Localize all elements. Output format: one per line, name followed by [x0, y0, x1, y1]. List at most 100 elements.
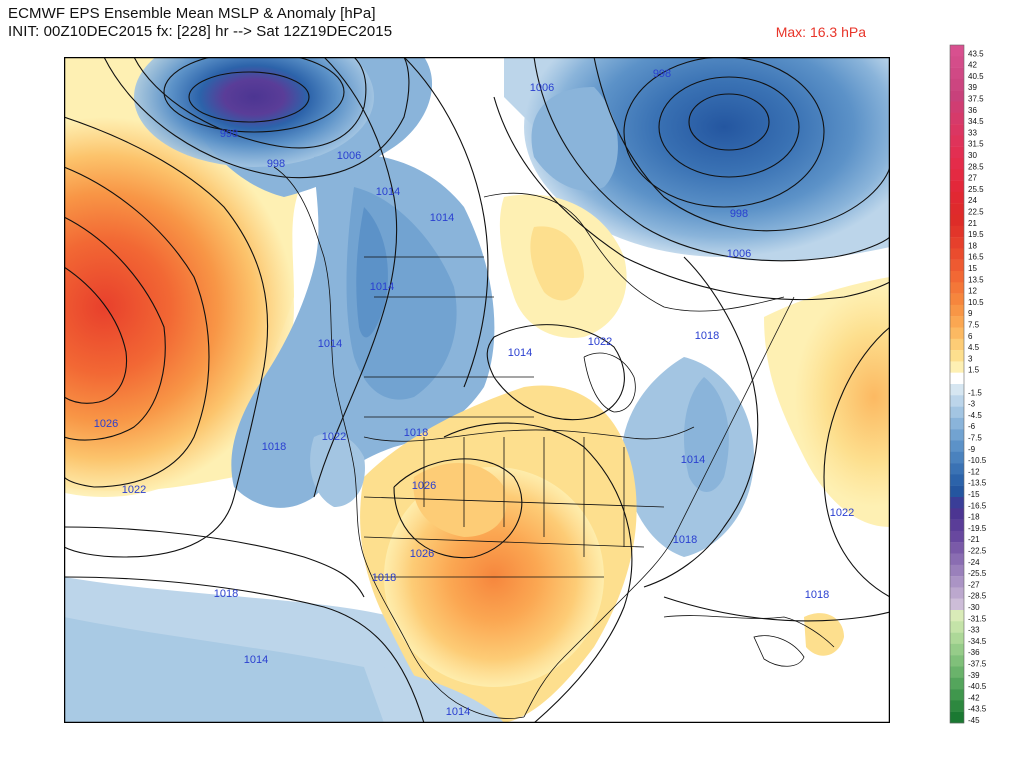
- isobar-label: 1014: [244, 654, 268, 666]
- legend-swatch: [950, 214, 964, 226]
- legend-tick-label: 15: [968, 264, 977, 273]
- legend-swatch: [950, 203, 964, 215]
- isobar-label: 1018: [372, 572, 396, 584]
- legend-tick-label: -39: [968, 671, 980, 680]
- legend-tick-label: 12: [968, 287, 977, 296]
- coastlines-borders: [273, 166, 835, 719]
- legend-tick-label: 18: [968, 241, 977, 250]
- legend-swatch: [950, 282, 964, 294]
- legend-swatch: [950, 689, 964, 701]
- legend-tick-label: -19.5: [968, 524, 987, 533]
- legend-swatch: [950, 395, 964, 407]
- legend-tick-label: 4.5: [968, 343, 980, 352]
- legend-tick-label: -45: [968, 716, 980, 725]
- legend-swatch: [950, 463, 964, 475]
- legend-swatch: [950, 112, 964, 125]
- legend-swatch: [950, 632, 964, 645]
- legend-swatch: [950, 316, 964, 328]
- max-anomaly-label: Max: 16.3 hPa: [775, 24, 866, 40]
- legend-tick-label: 22.5: [968, 208, 984, 217]
- legend-tick-label: 39: [968, 83, 977, 92]
- legend-swatch: [950, 700, 964, 712]
- legend-tick-label: 1.5: [968, 366, 980, 375]
- legend-tick-label: -24: [968, 558, 980, 567]
- legend-swatch: [950, 191, 964, 204]
- legend-swatch: [950, 564, 964, 577]
- legend-tick-label: 30: [968, 151, 977, 160]
- legend-swatch: [950, 169, 964, 181]
- legend-tick-label: -9: [968, 445, 976, 454]
- legend-tick-label: 19.5: [968, 230, 984, 239]
- isobar-label: 1018: [673, 534, 697, 546]
- legend-tick-label: -31.5: [968, 614, 987, 623]
- legend-swatch: [950, 146, 964, 159]
- legend-tick-label: -43.5: [968, 705, 987, 714]
- legend-tick-label: -4.5: [968, 411, 982, 420]
- isobar-label: 1014: [430, 212, 454, 224]
- isobar-label: 998: [267, 158, 285, 170]
- isobar-label: 1006: [530, 82, 554, 94]
- init-time-label: INIT: 00Z10DEC2015 fx: [228] hr --> Sat …: [8, 23, 393, 40]
- legend-swatch: [950, 259, 964, 272]
- legend-tick-label: -34.5: [968, 637, 987, 646]
- legend-swatch: [950, 304, 964, 317]
- legend-swatch: [950, 101, 964, 113]
- legend-tick-label: 16.5: [968, 253, 984, 262]
- legend-swatch: [950, 124, 964, 136]
- legend-swatch: [950, 225, 964, 238]
- isobar-label: 1022: [830, 507, 854, 519]
- legend-swatch: [950, 666, 964, 678]
- legend-swatch: [950, 180, 964, 193]
- isobar-label: 1022: [122, 484, 146, 496]
- legend-swatch: [950, 576, 964, 588]
- legend-swatch: [950, 542, 964, 554]
- legend-swatch: [950, 293, 964, 306]
- legend-swatch: [950, 508, 964, 520]
- legend-swatch: [950, 90, 964, 102]
- legend-tick-label: 28.5: [968, 162, 984, 171]
- legend-tick-label: -28.5: [968, 592, 987, 601]
- map-frame: [64, 57, 890, 723]
- legend-tick-label: 7.5: [968, 321, 980, 330]
- legend-swatch: [950, 451, 964, 464]
- legend-border: [949, 44, 965, 724]
- legend-swatch: [950, 271, 964, 283]
- legend-tick-label: 37.5: [968, 95, 984, 104]
- legend-tick-label: 31.5: [968, 140, 984, 149]
- legend-swatch: [950, 677, 964, 690]
- isobar-label: 998: [653, 68, 671, 80]
- legend-tick-label: 25.5: [968, 185, 984, 194]
- legend-tick-label: -6: [968, 422, 976, 431]
- isobar-label: 998: [220, 128, 238, 140]
- legend-tick-label: 24: [968, 196, 977, 205]
- legend-tick-label: 6: [968, 332, 973, 341]
- legend-swatch: [950, 519, 964, 532]
- anomaly-shading: [64, 57, 890, 723]
- isobar-label: 1018: [805, 589, 829, 601]
- legend-tick-label: 21: [968, 219, 977, 228]
- legend-tick-label: 3: [968, 354, 973, 363]
- forecast-map[interactable]: 998 998 1006 1014 1014 1014 1014 1026 1018 1022 10…: [64, 57, 890, 723]
- legend-swatch: [950, 474, 964, 486]
- legend-tick-label: -12: [968, 467, 980, 476]
- legend-tick-label: -40.5: [968, 682, 987, 691]
- legend-tick-label: -7.5: [968, 434, 982, 443]
- isobar-labels: 998 998 1006 1014 1014 1014 1014 1026 1018 1022 10…: [94, 68, 854, 718]
- legend-tick-label: -25.5: [968, 569, 987, 578]
- legend-swatch: [950, 655, 964, 667]
- legend-swatch: [950, 553, 964, 565]
- legend-tick-label: -18: [968, 513, 980, 522]
- legend-swatch: [950, 327, 964, 339]
- legend-tick-label: -21: [968, 535, 980, 544]
- isobar-label: 998: [730, 208, 748, 220]
- legend-tick-label: 34.5: [968, 117, 984, 126]
- isobar-label: 1026: [94, 418, 118, 430]
- legend-swatch: [950, 440, 964, 452]
- isobar-label: 1006: [727, 248, 751, 260]
- isobar-label: 1014: [681, 454, 705, 466]
- isobar-label: 1018: [262, 441, 286, 453]
- legend-tick-label: 10.5: [968, 298, 984, 307]
- legend-tick-label: 42: [968, 61, 977, 70]
- isobar-label: 1022: [588, 336, 612, 348]
- legend-tick-label: 33: [968, 128, 977, 137]
